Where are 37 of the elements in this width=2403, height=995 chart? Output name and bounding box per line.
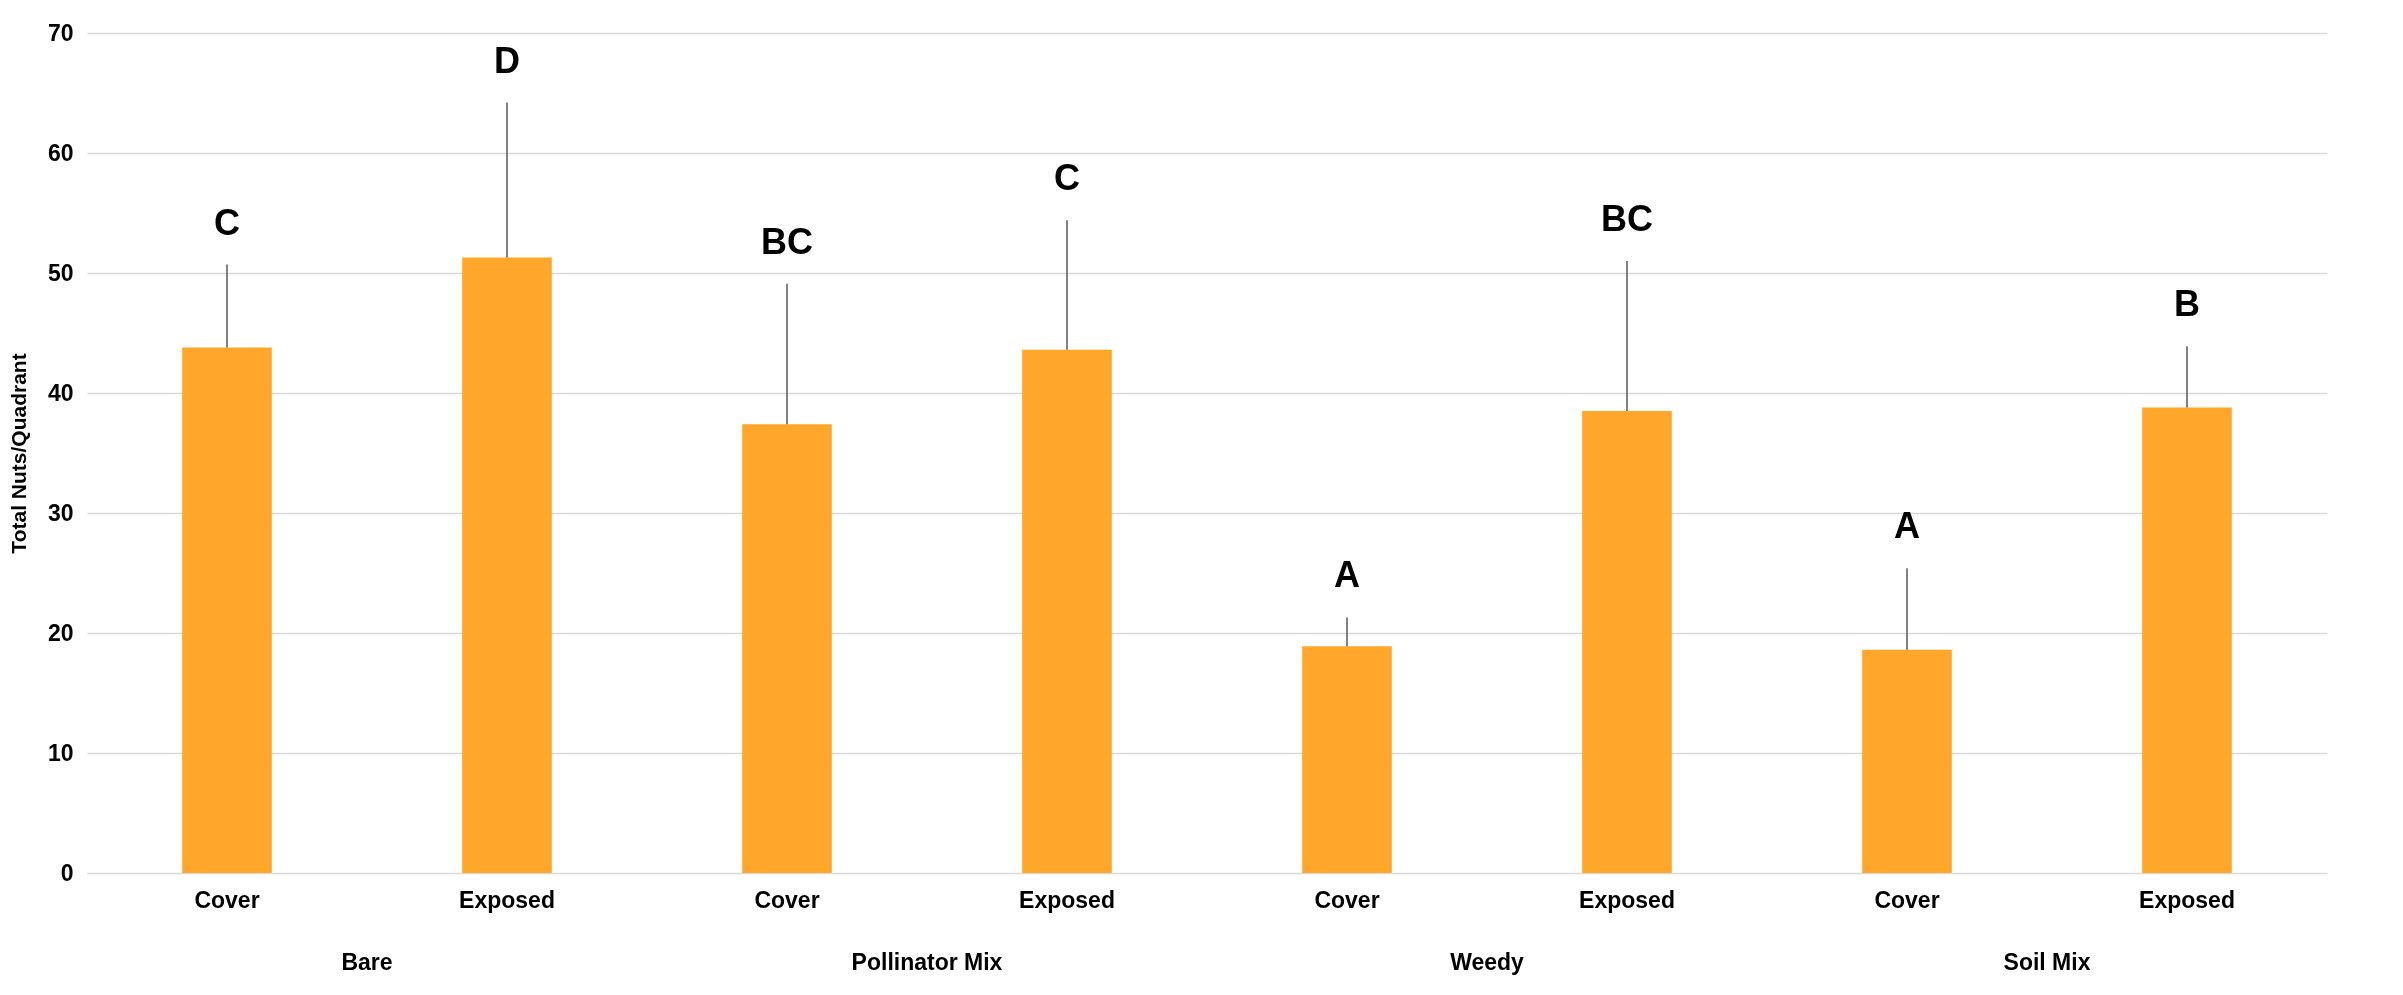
y-axis-title: Total Nuts/Quadrant bbox=[6, 353, 30, 554]
x-tick-label: Exposed bbox=[1019, 886, 1115, 913]
y-tick-label: 40 bbox=[47, 379, 74, 406]
bar bbox=[1862, 649, 1952, 873]
x-tick-label: Cover bbox=[1874, 886, 1940, 913]
annotation: BC bbox=[1601, 198, 1653, 239]
text: Pollinator Mix bbox=[851, 949, 1003, 975]
x-tick-label: Cover bbox=[194, 886, 260, 913]
y-tick-label: 50 bbox=[47, 259, 74, 286]
y-tick-label: 20 bbox=[47, 619, 74, 646]
y-tick-label: 60 bbox=[47, 139, 74, 166]
text: Bare bbox=[341, 949, 393, 975]
annotation: D bbox=[494, 39, 520, 81]
bar bbox=[2142, 407, 2232, 873]
bar bbox=[182, 347, 272, 873]
annotation: BC bbox=[761, 220, 813, 262]
bar bbox=[1582, 411, 1672, 873]
annotation: C bbox=[214, 201, 240, 243]
annotation: B bbox=[2174, 283, 2200, 325]
x-tick-label: Exposed bbox=[459, 886, 555, 913]
x-tick-label: Cover bbox=[754, 886, 820, 913]
annotation: A bbox=[1894, 505, 1920, 547]
text: Weedy bbox=[1450, 949, 1525, 975]
annotation: A bbox=[1334, 554, 1360, 596]
x-tick-label: Cover bbox=[1314, 886, 1380, 913]
bar bbox=[462, 257, 552, 873]
bar bbox=[1302, 646, 1392, 873]
y-tick-label: 10 bbox=[47, 739, 74, 766]
y-tick-label: 0 bbox=[60, 859, 74, 886]
y-tick-label: 30 bbox=[47, 499, 74, 526]
bar bbox=[742, 424, 832, 873]
x-tick-label: Exposed bbox=[2139, 886, 2235, 913]
text: Soil Mix bbox=[2003, 949, 2091, 975]
y-tick-label: 70 bbox=[47, 19, 74, 46]
bar bbox=[1022, 349, 1112, 873]
x-tick-label: Exposed bbox=[1579, 886, 1675, 913]
annotation: C bbox=[1054, 157, 1080, 199]
